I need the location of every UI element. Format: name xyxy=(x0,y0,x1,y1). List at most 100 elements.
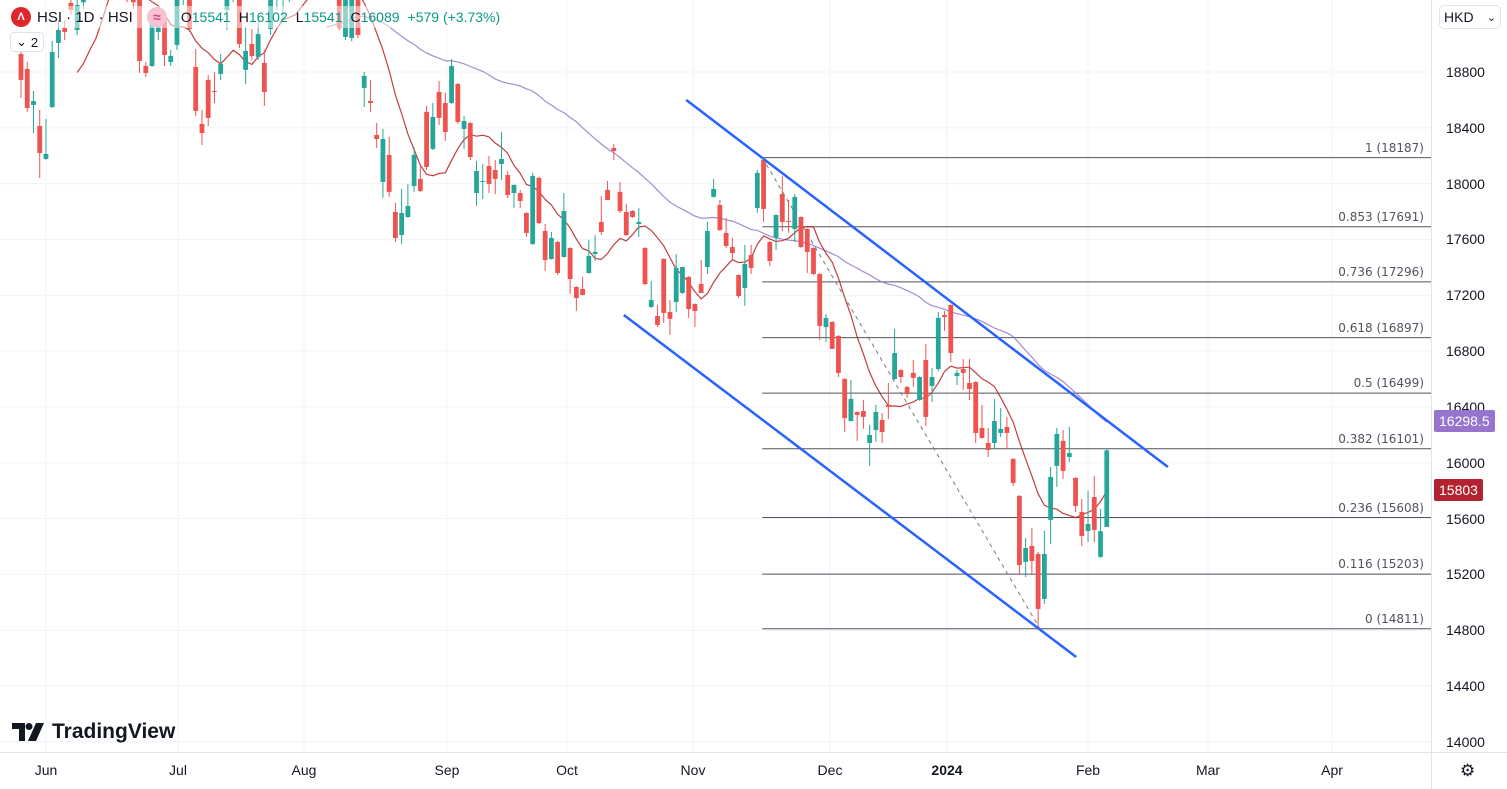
candle-body xyxy=(1048,476,1053,520)
candle xyxy=(979,404,985,439)
candle-body xyxy=(898,370,904,377)
candle xyxy=(1017,495,1022,575)
candle xyxy=(998,407,1004,438)
candle-body xyxy=(892,352,897,379)
candle xyxy=(288,0,290,3)
candle xyxy=(49,41,55,109)
brand-name: TradingView xyxy=(52,720,176,743)
candle xyxy=(442,92,448,141)
symbol-title[interactable]: HSI · 1D · HSI xyxy=(37,8,133,26)
fib-level-label: 0.5 (16499) xyxy=(1353,376,1424,391)
candle-body xyxy=(979,427,985,438)
candle xyxy=(492,159,498,194)
candle xyxy=(742,244,748,306)
candle xyxy=(892,328,897,380)
legend-collapse-button[interactable]: ⌄ 2 xyxy=(10,32,45,52)
candle-body xyxy=(736,274,741,297)
candle xyxy=(717,199,723,231)
candle xyxy=(1048,467,1053,544)
candle xyxy=(143,61,149,78)
fib-level-label: 0.236 (15608) xyxy=(1338,500,1424,515)
candle-body xyxy=(873,412,879,431)
candle xyxy=(449,59,454,105)
approx-icon[interactable]: ≈ xyxy=(146,7,167,27)
candle xyxy=(573,286,579,311)
candle xyxy=(1023,537,1029,578)
candle xyxy=(692,303,698,328)
fib-level-label: 0.853 (17691) xyxy=(1338,209,1424,224)
price-chart[interactable] xyxy=(0,0,1431,752)
candle xyxy=(761,157,766,222)
candle xyxy=(1035,551,1041,629)
candle-body xyxy=(1073,477,1078,506)
candle-body xyxy=(598,221,604,232)
chart-pane[interactable]: 1 (18187) 0.853 (17691) 0.736 (17296) 0.618… xyxy=(0,0,1431,752)
candle xyxy=(773,214,779,250)
currency-select[interactable]: HKD ⌄ xyxy=(1439,5,1501,29)
candle xyxy=(536,176,542,225)
candle-body xyxy=(879,419,885,432)
candle-body xyxy=(642,248,648,285)
candle xyxy=(218,53,224,80)
collapsed-count: 2 xyxy=(30,34,39,50)
candle-body xyxy=(18,53,24,80)
candle xyxy=(736,274,741,298)
candle-body xyxy=(848,398,854,421)
candle-body xyxy=(205,79,211,118)
candle xyxy=(861,400,866,429)
candle-body xyxy=(405,205,411,218)
candle xyxy=(811,247,816,275)
candle xyxy=(461,115,467,149)
candle-body xyxy=(942,315,947,317)
tradingview-logo[interactable]: TradingView xyxy=(12,720,175,744)
candle xyxy=(386,136,392,197)
candle xyxy=(854,411,860,441)
candle-body xyxy=(417,178,423,191)
candle xyxy=(1029,528,1035,574)
gear-icon[interactable]: ⚙ xyxy=(1460,761,1476,780)
candle-body xyxy=(505,175,511,195)
candle xyxy=(480,163,486,200)
candle-body xyxy=(1079,511,1085,536)
candle xyxy=(511,184,517,208)
candle-body xyxy=(249,43,255,56)
candle xyxy=(424,105,429,170)
candle xyxy=(168,49,174,66)
candle xyxy=(1041,530,1047,604)
candle xyxy=(798,216,804,248)
candle xyxy=(667,299,673,335)
candle xyxy=(779,175,785,231)
candle-body xyxy=(867,434,873,444)
candle-body xyxy=(717,205,723,231)
candle xyxy=(524,212,529,237)
fast-ma-price-tag: 15803 xyxy=(1434,479,1483,502)
candle-body xyxy=(442,102,448,133)
candle-body xyxy=(555,242,561,273)
candle-body xyxy=(567,248,573,279)
candle xyxy=(985,427,991,457)
candle-body xyxy=(1091,497,1097,530)
candle xyxy=(149,22,155,67)
candle xyxy=(698,260,704,293)
time-axis[interactable]: Jun Jul Aug Sep Oct Nov Dec 2024 Feb Mar Apr xyxy=(0,752,1431,789)
candle-body xyxy=(374,134,380,139)
candle xyxy=(873,404,879,442)
candle xyxy=(923,343,929,426)
candle xyxy=(374,122,380,148)
time-tick-label: Jul xyxy=(169,762,187,778)
candle-body xyxy=(636,221,642,225)
fast-moving-average-line xyxy=(76,0,1108,519)
candle-body xyxy=(705,230,710,267)
candle-body xyxy=(948,304,954,353)
candle-body xyxy=(130,0,136,3)
candle xyxy=(1073,477,1078,512)
candle-body xyxy=(960,369,966,373)
candle xyxy=(867,424,873,466)
price-axis[interactable]: HKD ⌄ 18800 18400 18000 17600 17200 16800 1640… xyxy=(1431,0,1507,752)
slow-ma-price-tag: 16298.5 xyxy=(1434,410,1495,433)
candle xyxy=(879,412,885,444)
channel-trend-line xyxy=(685,98,1169,469)
candle-body xyxy=(1017,495,1022,565)
candle xyxy=(380,128,386,198)
ohlc-close: C16089 xyxy=(350,9,400,25)
